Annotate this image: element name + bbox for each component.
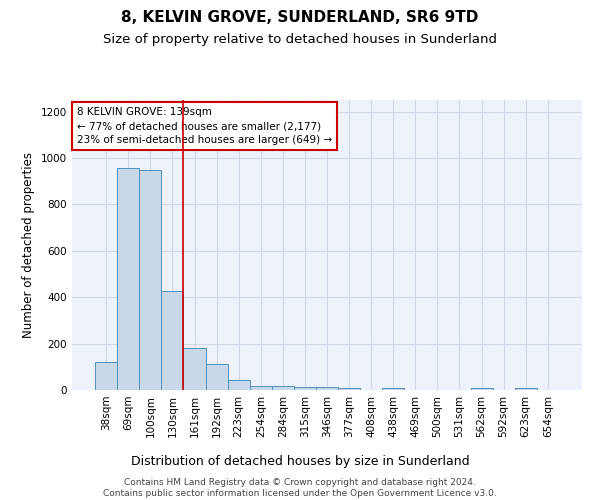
- Bar: [316, 387, 338, 390]
- Bar: [294, 387, 316, 390]
- Text: 8 KELVIN GROVE: 139sqm
← 77% of detached houses are smaller (2,177)
23% of semi-: 8 KELVIN GROVE: 139sqm ← 77% of detached…: [77, 108, 332, 146]
- Bar: [515, 388, 537, 390]
- Bar: [117, 168, 139, 390]
- Bar: [139, 170, 161, 390]
- Text: Size of property relative to detached houses in Sunderland: Size of property relative to detached ho…: [103, 32, 497, 46]
- Bar: [250, 386, 272, 390]
- Text: Distribution of detached houses by size in Sunderland: Distribution of detached houses by size …: [131, 455, 469, 468]
- Bar: [95, 362, 117, 390]
- Bar: [227, 380, 250, 390]
- Y-axis label: Number of detached properties: Number of detached properties: [22, 152, 35, 338]
- Text: Contains HM Land Registry data © Crown copyright and database right 2024.
Contai: Contains HM Land Registry data © Crown c…: [103, 478, 497, 498]
- Bar: [470, 388, 493, 390]
- Text: 8, KELVIN GROVE, SUNDERLAND, SR6 9TD: 8, KELVIN GROVE, SUNDERLAND, SR6 9TD: [121, 10, 479, 25]
- Bar: [206, 364, 227, 390]
- Bar: [338, 388, 360, 390]
- Bar: [272, 386, 294, 390]
- Bar: [161, 292, 184, 390]
- Bar: [382, 388, 404, 390]
- Bar: [184, 348, 206, 390]
